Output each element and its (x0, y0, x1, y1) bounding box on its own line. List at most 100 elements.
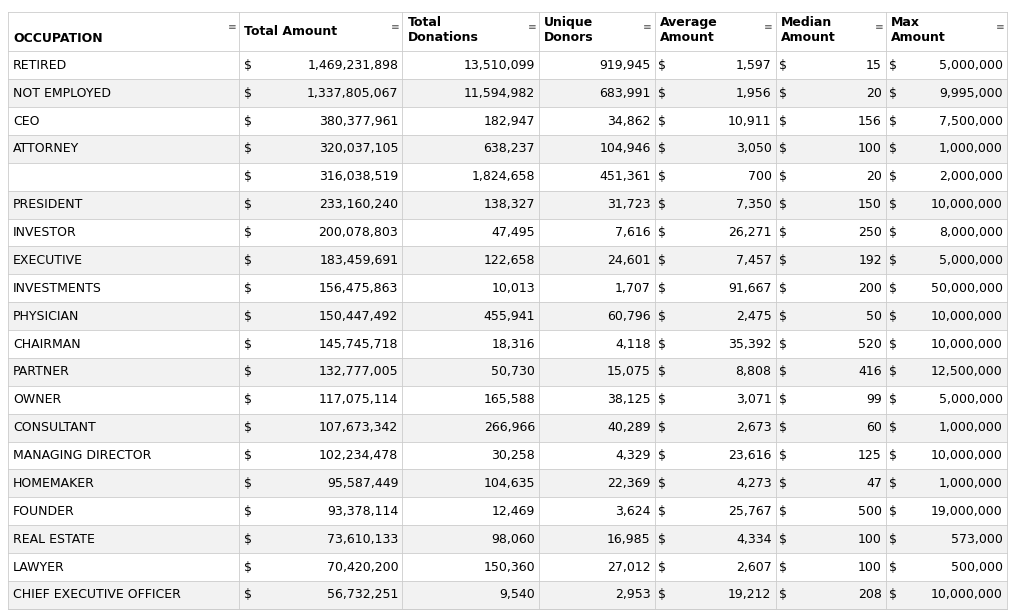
Text: $: $ (889, 87, 897, 100)
Text: CONSULTANT: CONSULTANT (13, 421, 96, 434)
Text: $: $ (658, 226, 666, 239)
Text: $: $ (889, 365, 897, 378)
Text: 200: 200 (858, 282, 882, 295)
Text: $: $ (889, 143, 897, 156)
Text: $: $ (658, 87, 666, 100)
Text: 200,078,803: 200,078,803 (319, 226, 398, 239)
Text: $: $ (658, 309, 666, 323)
Text: 24,601: 24,601 (607, 254, 651, 267)
Text: $: $ (779, 309, 787, 323)
Text: 19,212: 19,212 (728, 589, 771, 601)
Text: 2,953: 2,953 (615, 589, 651, 601)
Text: Donations: Donations (407, 31, 478, 44)
Text: 10,000,000: 10,000,000 (931, 338, 1003, 351)
Text: $: $ (779, 226, 787, 239)
Text: $: $ (889, 114, 897, 127)
Text: 125: 125 (858, 449, 882, 462)
Text: 150,447,492: 150,447,492 (319, 309, 398, 323)
Text: $: $ (245, 282, 253, 295)
Text: $: $ (245, 365, 253, 378)
Bar (8, 274, 1007, 302)
Text: 70,420,200: 70,420,200 (327, 560, 398, 574)
Bar (8, 330, 1007, 358)
Bar (8, 247, 1007, 274)
Text: $: $ (779, 421, 787, 434)
Text: $: $ (779, 365, 787, 378)
Text: 5,000,000: 5,000,000 (939, 59, 1003, 72)
Text: 320,037,105: 320,037,105 (319, 143, 398, 156)
Text: $: $ (889, 449, 897, 462)
Text: 919,945: 919,945 (599, 59, 651, 72)
Text: $: $ (889, 477, 897, 490)
Text: OCCUPATION: OCCUPATION (13, 32, 103, 45)
Text: 10,000,000: 10,000,000 (931, 589, 1003, 601)
Bar (8, 469, 1007, 498)
Text: 380,377,961: 380,377,961 (319, 114, 398, 127)
Text: 2,607: 2,607 (736, 560, 771, 574)
Text: 156,475,863: 156,475,863 (319, 282, 398, 295)
Text: REAL ESTATE: REAL ESTATE (13, 533, 95, 546)
Text: PARTNER: PARTNER (13, 365, 70, 378)
Text: Average: Average (660, 17, 718, 30)
Text: 60,796: 60,796 (607, 309, 651, 323)
Text: $: $ (245, 477, 253, 490)
Text: 15: 15 (866, 59, 882, 72)
Text: 500: 500 (858, 505, 882, 518)
Text: $: $ (658, 505, 666, 518)
Text: $: $ (889, 338, 897, 351)
Text: RETIRED: RETIRED (13, 59, 67, 72)
Text: $: $ (245, 254, 253, 267)
Bar (8, 135, 1007, 163)
Text: 40,289: 40,289 (607, 421, 651, 434)
Text: $: $ (889, 505, 897, 518)
Text: $: $ (889, 226, 897, 239)
Text: 10,000,000: 10,000,000 (931, 309, 1003, 323)
Text: 100: 100 (858, 560, 882, 574)
Text: $: $ (889, 560, 897, 574)
Text: OWNER: OWNER (13, 393, 62, 407)
Text: $: $ (779, 282, 787, 295)
Bar (8, 386, 1007, 414)
Text: 132,777,005: 132,777,005 (319, 365, 398, 378)
Text: 13,510,099: 13,510,099 (464, 59, 535, 72)
Text: $: $ (658, 533, 666, 546)
Text: $: $ (658, 421, 666, 434)
Text: $: $ (779, 533, 787, 546)
Text: 138,327: 138,327 (483, 198, 535, 211)
Bar (8, 163, 1007, 191)
Text: 4,118: 4,118 (615, 338, 651, 351)
Text: 18,316: 18,316 (491, 338, 535, 351)
Text: ≡: ≡ (875, 22, 883, 31)
Bar (8, 302, 1007, 330)
Text: 2,475: 2,475 (736, 309, 771, 323)
Text: $: $ (889, 589, 897, 601)
Text: INVESTOR: INVESTOR (13, 226, 77, 239)
Text: $: $ (779, 477, 787, 490)
Text: PRESIDENT: PRESIDENT (13, 198, 83, 211)
Text: 3,050: 3,050 (736, 143, 771, 156)
Text: 10,013: 10,013 (491, 282, 535, 295)
Text: 26,271: 26,271 (728, 226, 771, 239)
Text: 107,673,342: 107,673,342 (319, 421, 398, 434)
Text: 7,457: 7,457 (736, 254, 771, 267)
Text: $: $ (658, 59, 666, 72)
Text: $: $ (779, 143, 787, 156)
Text: $: $ (779, 560, 787, 574)
Text: $: $ (245, 449, 253, 462)
Text: 150: 150 (858, 198, 882, 211)
Text: 1,000,000: 1,000,000 (939, 143, 1003, 156)
Text: 5,000,000: 5,000,000 (939, 393, 1003, 407)
Text: $: $ (245, 338, 253, 351)
Text: Amount: Amount (660, 31, 715, 44)
Text: 182,947: 182,947 (483, 114, 535, 127)
Text: 99: 99 (866, 393, 882, 407)
Text: 50: 50 (866, 309, 882, 323)
Text: 3,071: 3,071 (736, 393, 771, 407)
Text: 11,594,982: 11,594,982 (464, 87, 535, 100)
Text: 165,588: 165,588 (483, 393, 535, 407)
Text: Unique: Unique (544, 17, 594, 30)
Text: $: $ (245, 533, 253, 546)
Text: 2,000,000: 2,000,000 (939, 170, 1003, 183)
Text: $: $ (245, 59, 253, 72)
Text: 8,808: 8,808 (736, 365, 771, 378)
